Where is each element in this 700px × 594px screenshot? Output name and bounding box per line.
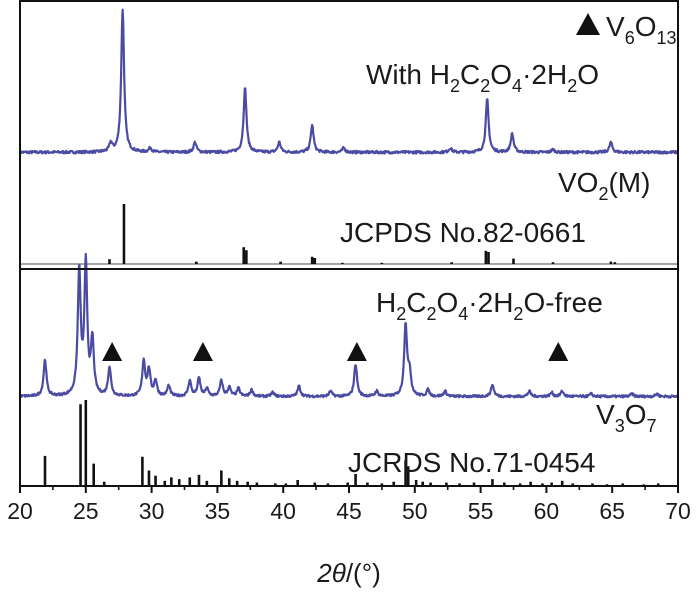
bottom-measured-label: H2C2O4·2H2O-free bbox=[376, 287, 603, 324]
x-axis-unit: /(°) bbox=[346, 558, 381, 588]
sub: 2 bbox=[480, 76, 490, 96]
sub: 2 bbox=[450, 76, 460, 96]
x-axis-symbol: 2θ bbox=[316, 558, 346, 588]
bottom-reference-card: JCRDS No.71-0454 bbox=[348, 447, 595, 478]
x-tick-label: 20 bbox=[7, 498, 33, 524]
v6o13-peak-marker-2 bbox=[192, 342, 213, 361]
legend-triangle-marker bbox=[576, 13, 600, 35]
sub: 4 bbox=[512, 76, 522, 96]
top-measured-label: With H2C2O4·2H2O bbox=[366, 59, 599, 96]
t: ·2H bbox=[468, 287, 513, 318]
t: O bbox=[490, 59, 512, 90]
bottom-measured-pattern bbox=[19, 252, 679, 399]
x-tick-label: 60 bbox=[534, 498, 560, 524]
x-tick-label: 55 bbox=[468, 498, 494, 524]
legend-o: O bbox=[635, 11, 657, 42]
top-reference-card: JCPDS No.82-0661 bbox=[340, 217, 586, 248]
legend-sub-6: 6 bbox=[625, 28, 635, 48]
x-tick-label: 40 bbox=[270, 498, 296, 524]
sub: 2 bbox=[567, 76, 577, 96]
x-tick-label: 70 bbox=[665, 498, 691, 524]
v6o13-peak-marker-4 bbox=[548, 342, 569, 361]
t: C bbox=[460, 59, 480, 90]
v6o13-peak-marker-1 bbox=[102, 342, 123, 361]
x-tick-label: 30 bbox=[139, 498, 165, 524]
legend-label: V6O13 bbox=[606, 11, 677, 48]
t: ·2H bbox=[522, 59, 567, 90]
sub: 2 bbox=[513, 304, 523, 324]
t: O bbox=[577, 59, 599, 90]
t: C bbox=[406, 287, 426, 318]
x-tick-label: 35 bbox=[205, 498, 231, 524]
legend-sub-13: 13 bbox=[656, 28, 676, 48]
sub: 3 bbox=[615, 416, 625, 436]
t: O-free bbox=[523, 287, 602, 318]
x-axis: 20 25 30 35 40 45 50 55 60 65 70 bbox=[7, 486, 691, 524]
x-tick-label: 25 bbox=[73, 498, 99, 524]
sub: 7 bbox=[646, 416, 656, 436]
x-tick-label: 45 bbox=[336, 498, 362, 524]
legend: V6O13 bbox=[576, 11, 677, 48]
top-reference-label: VO2(M) bbox=[558, 167, 650, 204]
sub: 2 bbox=[598, 184, 608, 204]
x-tick-label: 65 bbox=[599, 498, 625, 524]
t: O bbox=[625, 399, 647, 430]
top-measured-pattern bbox=[18, 8, 679, 155]
sub: 2 bbox=[426, 304, 436, 324]
bottom-reference-label: V3O7 bbox=[596, 399, 657, 436]
t: (M) bbox=[608, 167, 650, 198]
v6o13-peak-marker-3 bbox=[346, 342, 367, 361]
x-tick-label: 50 bbox=[402, 498, 428, 524]
x-axis-title: 2θ/(°) bbox=[316, 558, 381, 588]
t: O bbox=[437, 287, 459, 318]
sub: 2 bbox=[396, 304, 406, 324]
sub: 4 bbox=[458, 304, 468, 324]
